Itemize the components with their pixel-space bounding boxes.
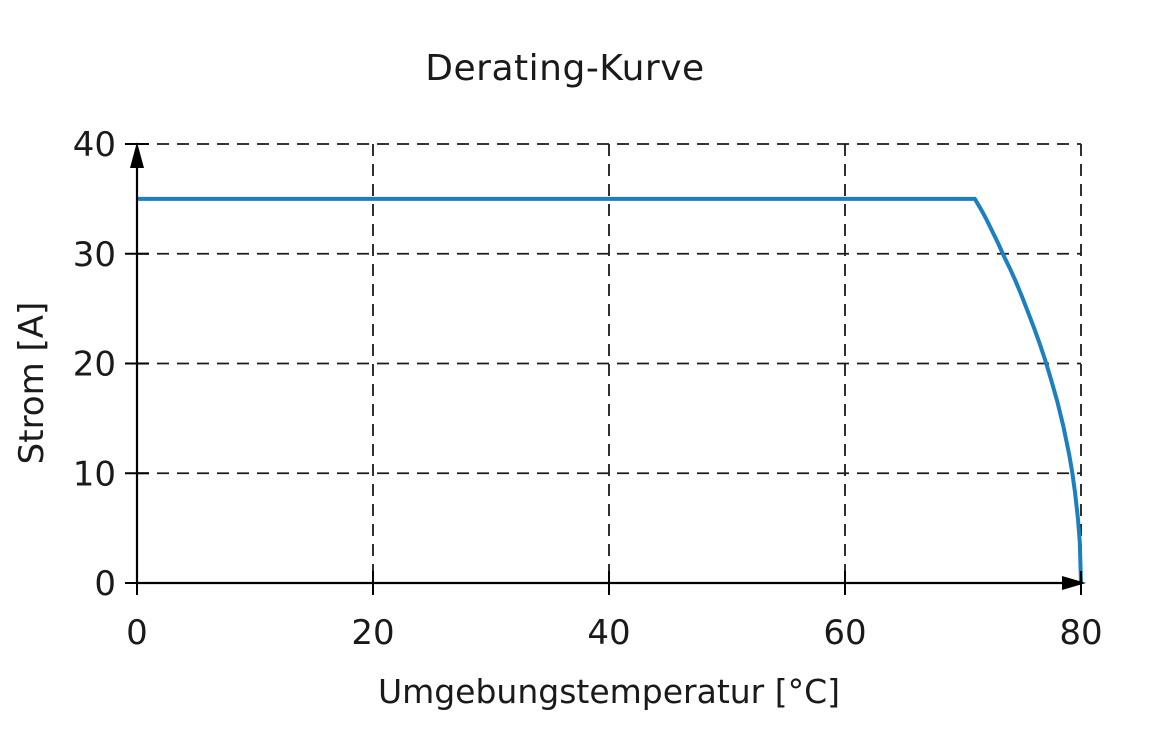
- x-axis-arrow-icon: [1062, 576, 1086, 590]
- chart-title: Derating-Kurve: [425, 48, 705, 89]
- y-tick-label: 40: [73, 125, 116, 165]
- x-tick-label: 80: [1059, 613, 1102, 653]
- x-tick-label: 60: [823, 613, 866, 653]
- x-axis-label: Umgebungstemperatur [°C]: [377, 672, 841, 711]
- y-tick-label: 20: [73, 345, 116, 385]
- y-axis-arrow-icon: [130, 142, 144, 168]
- x-tick-label: 0: [126, 613, 148, 653]
- x-tick-label: 20: [351, 613, 394, 653]
- y-tick-label: 10: [73, 454, 116, 494]
- x-tick-label: 40: [587, 613, 630, 653]
- y-tick-label: 30: [73, 235, 116, 275]
- curve-line: [137, 196, 1083, 584]
- y-tick-label: 0: [94, 564, 116, 604]
